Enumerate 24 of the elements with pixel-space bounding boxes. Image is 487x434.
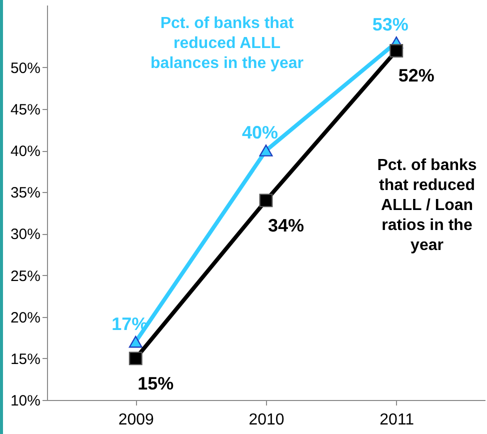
- data-label: 34%: [268, 215, 304, 236]
- y-tick-label: 35%: [10, 184, 40, 202]
- x-tick-label: 2009: [118, 412, 154, 428]
- y-tick-label: 15%: [10, 350, 40, 368]
- y-tick-label: 50%: [10, 60, 40, 77]
- y-tick-label: 45%: [10, 101, 40, 118]
- data-label: 53%: [372, 14, 408, 34]
- y-tick-label: 40%: [10, 143, 40, 160]
- text: Pct. of banks that reduced ALLL balances in the year: [150, 15, 304, 72]
- x-tick-label: 2010: [248, 412, 284, 428]
- point: [259, 144, 273, 156]
- data-label: 40%: [242, 122, 278, 143]
- data-label: 15%: [138, 373, 174, 394]
- y-tick-label: 10%: [10, 392, 40, 410]
- point: [390, 44, 404, 58]
- y-tick-label: 20%: [10, 309, 40, 326]
- data-label: 52%: [398, 66, 434, 86]
- text: Pct. of banks that reduced ALLL / Loan ratios in the year: [377, 157, 477, 254]
- y-tick-label: 30%: [10, 226, 40, 244]
- point: [128, 352, 142, 366]
- point: [128, 336, 142, 348]
- point: [259, 194, 273, 208]
- x-tick-label: 2011: [380, 412, 414, 428]
- y-tick-label: 25%: [10, 268, 40, 285]
